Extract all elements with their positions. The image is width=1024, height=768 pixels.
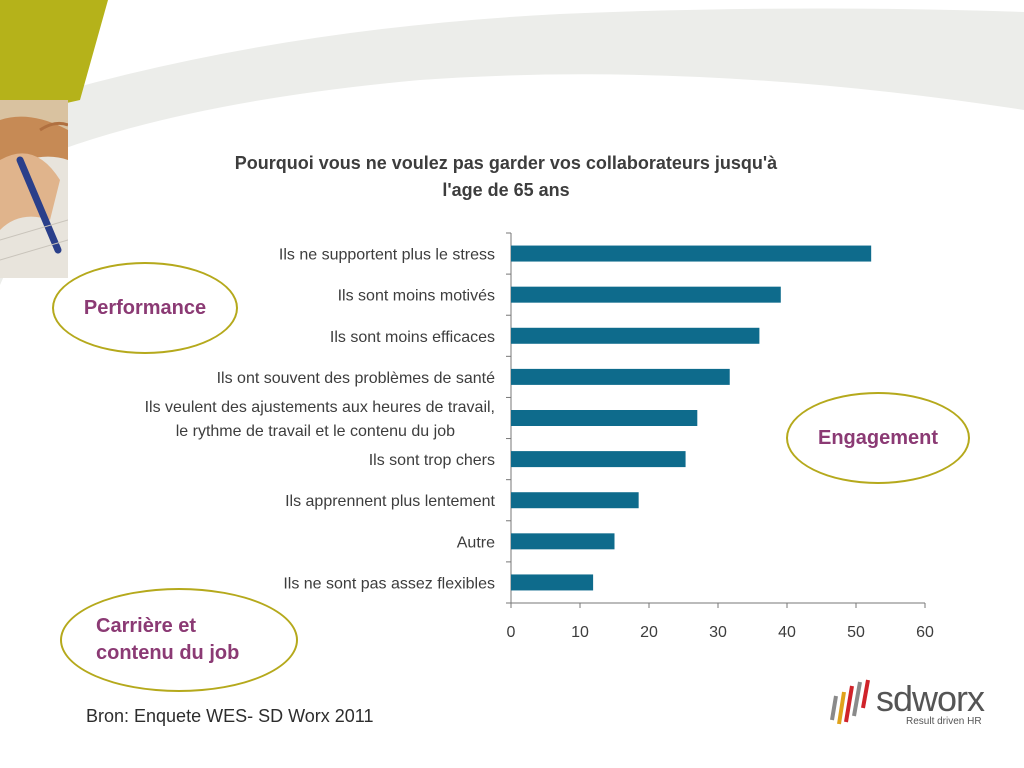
background-decoration [0,0,1024,285]
source-note: Bron: Enquete WES- SD Worx 2011 [86,706,374,726]
category-label: Ils veulent des ajustements aux heures d… [145,399,495,416]
bar [511,533,615,550]
category-label: Ils apprennent plus lentement [285,493,495,510]
x-tick-label: 40 [778,624,796,641]
bar [511,327,760,344]
logo-tagline: Result driven HR [906,716,982,727]
category-label: le rythme de travail et le contenu du jo… [176,423,455,440]
x-tick-label: 60 [916,624,934,641]
bar [511,245,872,262]
sdworx-logo-icon [830,679,870,725]
bar [511,574,594,591]
bar [511,492,639,509]
chart-title: Pourquoi vous ne voulez pas garder vos c… [150,150,862,204]
carriere-label: Carrière et contenu du job [96,615,240,664]
chart-title-line-2: l'age de 65 ans [442,180,570,200]
x-tick-label: 10 [571,624,589,641]
category-label: Ils ne sont pas assez flexibles [283,575,495,592]
category-label: Ils sont moins efficaces [330,329,495,346]
x-tick-label: 50 [847,624,865,641]
category-label: Ils sont moins motivés [338,288,495,305]
engagement-bubble: Engagement [786,392,970,484]
x-tick-label: 30 [709,624,727,641]
chart-title-line-1: Pourquoi vous ne voulez pas garder vos c… [234,153,778,173]
category-label: Ils ont souvent des problèmes de santé [217,370,495,387]
green-corner-shape [0,0,108,118]
engagement-label: Engagement [817,426,939,449]
x-tick-label: 20 [640,624,658,641]
category-label: Autre [457,534,495,551]
bar [511,286,781,303]
bar [511,451,686,468]
carriere-bubble: Carrière et contenu du job [60,588,298,692]
performance-bubble: Performance [52,262,238,354]
category-label: Ils sont trop chers [369,452,495,469]
hand-writing-photo [0,100,68,278]
bar [511,368,730,385]
sdworx-logo: sdworx Result driven HR [830,672,990,732]
bar [511,410,698,426]
x-tick-label: 0 [507,624,516,641]
category-label: Ils ne supportent plus le stress [279,247,495,264]
performance-label: Performance [83,296,207,319]
logo-wordmark: sdworx [876,678,985,719]
